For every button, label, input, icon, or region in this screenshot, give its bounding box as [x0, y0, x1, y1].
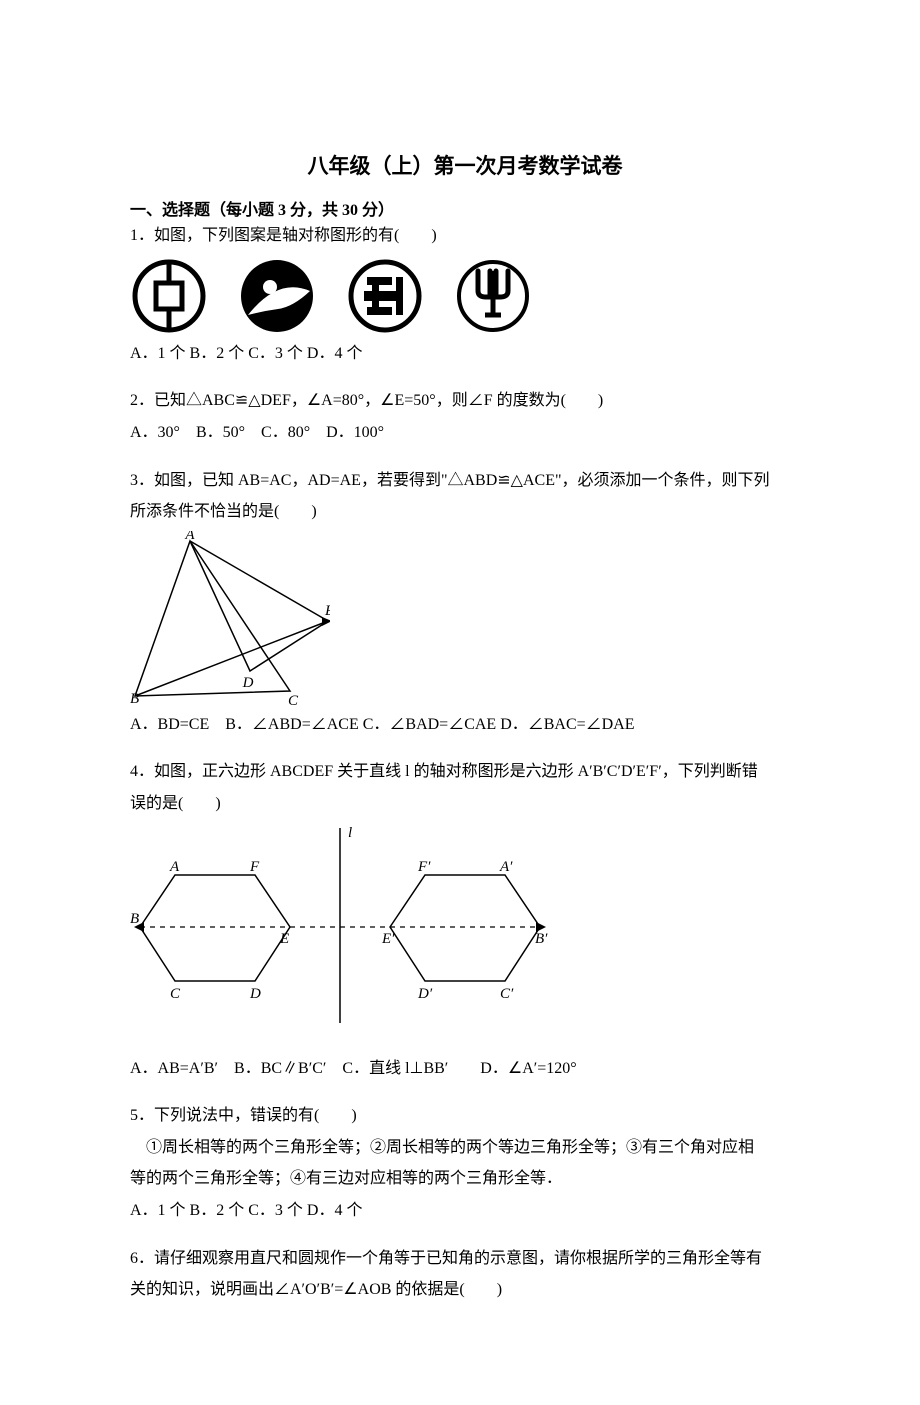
- question-4: 4．如图，正六边形 ABCDEF 关于直线 l 的轴对称图形是六边形 A′B′C…: [130, 759, 800, 1081]
- fig4-label-Ap: A′: [499, 859, 513, 875]
- fig3-label-E: E: [324, 603, 330, 619]
- q2-options: A．30° B．50° C．80° D．100°: [130, 420, 800, 446]
- fig4-label-E: E: [279, 931, 289, 947]
- fig4-label-Fp: F′: [417, 859, 431, 875]
- fig4-label-l: l: [348, 825, 352, 841]
- fig4-label-C: C: [170, 986, 181, 1002]
- logo-2-icon: [238, 257, 316, 335]
- q1-stem: 1．如图，下列图案是轴对称图形的有( ): [130, 223, 800, 249]
- fig3-label-A: A: [184, 531, 195, 543]
- q1-logos: [130, 257, 800, 335]
- fig4-label-D: D: [249, 986, 261, 1002]
- q3-stem-line2: 所添条件不恰当的是( ): [130, 499, 800, 525]
- fig3-label-B: B: [130, 691, 139, 706]
- q3-options: A．BD=CE B．∠ABD=∠ACE C．∠BAD=∠CAE D．∠BAC=∠…: [130, 712, 800, 738]
- fig4-label-Bp: B′: [535, 931, 548, 947]
- fig3-label-D: D: [242, 675, 254, 691]
- question-5: 5．下列说法中，错误的有( ) ①周长相等的两个三角形全等；②周长相等的两个等边…: [130, 1103, 800, 1223]
- q6-stem-line2: 关的知识，说明画出∠A′O′B′=∠AOB 的依据是( ): [130, 1277, 800, 1303]
- fig4-label-Ep: E′: [381, 931, 395, 947]
- q5-body-l1: ①周长相等的两个三角形全等；②周长相等的两个等边三角形全等；③有三个角对应相: [130, 1135, 800, 1161]
- page-title: 八年级（上）第一次月考数学试卷: [130, 150, 800, 184]
- question-2: 2．已知△ABC≌△DEF，∠A=80°，∠E=50°，则∠F 的度数为( ) …: [130, 388, 800, 445]
- q3-figure: A B C D E: [130, 531, 800, 706]
- question-6: 6．请仔细观察用直尺和圆规作一个角等于已知角的示意图，请你根据所学的三角形全等有…: [130, 1246, 800, 1303]
- fig4-label-F: F: [249, 859, 260, 875]
- q4-figure: l A B C D E F A′ B′ C′ D′ E′ F′: [130, 823, 800, 1038]
- q6-stem-line1: 6．请仔细观察用直尺和圆规作一个角等于已知角的示意图，请你根据所学的三角形全等有: [130, 1246, 800, 1272]
- q5-body-l2: 等的两个三角形全等；④有三边对应相等的两个三角形全等．: [130, 1166, 800, 1192]
- fig4-label-Dp: D′: [417, 986, 433, 1002]
- q4-stem-line1: 4．如图，正六边形 ABCDEF 关于直线 l 的轴对称图形是六边形 A′B′C…: [130, 759, 800, 785]
- q1-options: A．1 个 B．2 个 C．3 个 D．4 个: [130, 341, 800, 367]
- question-1: 1．如图，下列图案是轴对称图形的有( ): [130, 223, 800, 366]
- q5-stem: 5．下列说法中，错误的有( ): [130, 1103, 800, 1129]
- fig4-label-A: A: [169, 859, 180, 875]
- q3-stem-line1: 3．如图，已知 AB=AC，AD=AE，若要得到"△ABD≌△ACE"，必须添加…: [130, 468, 800, 494]
- q4-stem-line2: 误的是( ): [130, 791, 800, 817]
- section-1-header: 一、选择题（每小题 3 分，共 30 分）: [130, 198, 800, 224]
- logo-3-icon: [346, 257, 424, 335]
- fig4-label-Cp: C′: [500, 986, 514, 1002]
- fig3-label-C: C: [288, 693, 299, 706]
- q4-options: A．AB=A′B′ B．BC∥B′C′ C．直线 l⊥BB′ D．∠A′=120…: [130, 1056, 800, 1082]
- logo-1-icon: [130, 257, 208, 335]
- q5-options: A．1 个 B．2 个 C．3 个 D．4 个: [130, 1198, 800, 1224]
- q2-stem: 2．已知△ABC≌△DEF，∠A=80°，∠E=50°，则∠F 的度数为( ): [130, 388, 800, 414]
- question-3: 3．如图，已知 AB=AC，AD=AE，若要得到"△ABD≌△ACE"，必须添加…: [130, 468, 800, 738]
- fig4-label-B: B: [130, 911, 139, 927]
- logo-4-icon: [454, 257, 532, 335]
